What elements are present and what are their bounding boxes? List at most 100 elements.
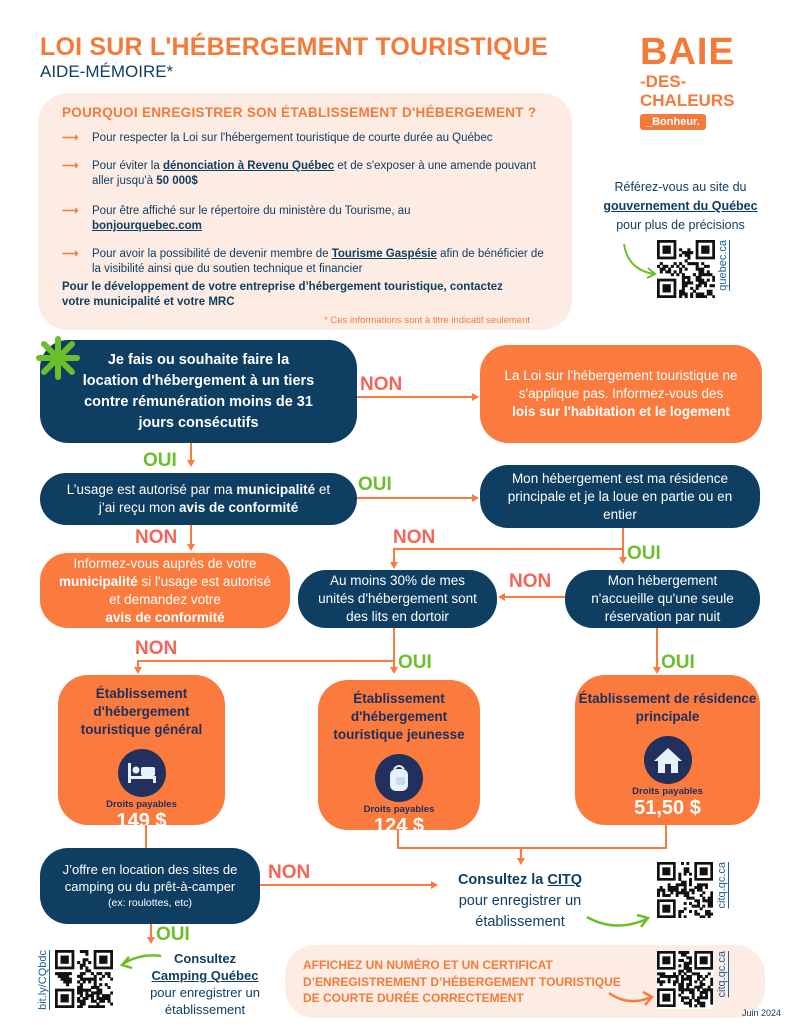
- camping-text: Consultez: [173, 951, 237, 966]
- no-label: NON: [393, 527, 436, 548]
- fee-amount: 124 $: [373, 815, 425, 837]
- why-item: ⟶ Pour éviter la dénonciation à Revenu Qu…: [62, 159, 552, 189]
- tourisme-gaspesie-link[interactable]: Tourisme Gaspésie: [331, 248, 437, 260]
- question-camping-box: J’offre en location des sites de camping…: [40, 848, 260, 924]
- info-text: si l'usage est autorisé et demandez votr…: [109, 573, 271, 607]
- page-subtitle: AIDE-MÉMOIRE*: [40, 62, 174, 81]
- bed-icon: [117, 749, 166, 797]
- qr-pattern: [657, 862, 714, 919]
- qr-code-camping[interactable]: [55, 950, 114, 1009]
- fee-label: Droits payables: [363, 804, 435, 815]
- why-item-text: et de s'exposer à une amende pouvant all…: [92, 160, 536, 187]
- qr-label[interactable]: bit.ly/CQbdc: [37, 950, 49, 1010]
- law-not-applicable-box: La Loi sur l'hébergement touristique ne …: [480, 345, 762, 443]
- yes-label: OUI: [143, 450, 177, 471]
- camping-block: Consultez Camping Québec pour enregistrer …: [140, 950, 270, 1018]
- why-item-text: afin de bénéficier de la visibilité ains…: [92, 248, 544, 275]
- arrow-icon: ⟶: [62, 160, 79, 172]
- housing-laws: lois sur l'habitation et le logement: [512, 404, 730, 419]
- why-item: ⟶ Pour être affiché sur le répertoire du …: [62, 204, 412, 234]
- curved-arrow-icon: [623, 243, 657, 279]
- why-item: ⟶ Pour respecter la Loi sur l'hébergement…: [62, 131, 492, 146]
- question-dormitory-box: Au moins 30% de mes unités d'hébergement…: [298, 570, 497, 628]
- why-register-panel: POURQUOI ENREGISTRER SON ÉTABLISSEMENT D…: [38, 93, 572, 330]
- logo-line: -DES-: [640, 72, 687, 91]
- curved-arrow-icon: [119, 954, 162, 970]
- date: Juin 2024: [742, 1008, 782, 1018]
- info-text: Informez-vous auprès de votre: [73, 555, 257, 571]
- display-text: AFFICHEZ UN NUMÉRO ET UN CERTIFICAT D’EN…: [303, 958, 621, 1005]
- qr-label[interactable]: citq.qc.ca: [716, 862, 728, 909]
- fee-amount: 149 $: [116, 810, 167, 832]
- qr-pattern: [657, 951, 714, 1008]
- why-item-text: Pour respecter la Loi sur l'hébergement …: [92, 132, 493, 144]
- gov-reference: Référez-vous au site du gouvernement du …: [578, 178, 783, 235]
- category-title: Établissement de résidence principale: [578, 691, 757, 724]
- q2-text: et j’ai reçu mon: [98, 482, 331, 515]
- yes-label: OUI: [661, 652, 695, 673]
- qr-label[interactable]: citq.qc.ca: [716, 951, 728, 998]
- na-text: La Loi sur l'hébergement touristique ne …: [504, 368, 738, 401]
- why-item: ⟶ Pour avoir la possibilité de devenir me…: [62, 247, 552, 277]
- page-title: LOI SUR L'HÉBERGEMENT TOURISTIQUE: [40, 33, 548, 61]
- question-one-reservation-box: Mon hébergement n'accueille qu'une seule…: [565, 570, 760, 628]
- question-municipal-box: L’usage est autorisé par ma municipalité…: [40, 473, 357, 525]
- no-label: NON: [135, 638, 178, 659]
- qr-label[interactable]: quebec.ca: [717, 240, 729, 291]
- star-icon: [36, 336, 80, 380]
- revenu-quebec-link[interactable]: dénonciation à Revenu Québec: [162, 160, 335, 172]
- q2-bold: municipalité: [236, 482, 316, 497]
- logo-line: BAIE: [640, 31, 735, 73]
- info-bold: municipalité: [59, 573, 138, 589]
- q6-text: J’offre en location des sites de camping…: [62, 861, 238, 894]
- disclaimer: * Ces informations sont à titre indicati…: [324, 315, 530, 326]
- gov-text: Référez-vous au site du: [614, 180, 747, 194]
- yes-label: OUI: [627, 543, 661, 564]
- curved-arrow-icon: [586, 913, 651, 928]
- q2-text: L’usage est autorisé par ma: [66, 482, 237, 497]
- citq-text: Consultez la: [457, 872, 548, 888]
- gov-text: pour plus de précisions: [616, 218, 745, 232]
- qr-code-citq[interactable]: [657, 862, 714, 919]
- no-label: NON: [135, 527, 178, 548]
- why-item-text: Pour avoir la possibilité de devenir mem…: [92, 248, 332, 260]
- q6-example: (ex: roulottes, etc): [107, 896, 193, 909]
- baie-des-chaleurs-logo: BAIE -DES- CHALEURS _Bonheur.: [640, 32, 760, 130]
- why-title: POURQUOI ENREGISTRER SON ÉTABLISSEMENT D…: [62, 105, 537, 120]
- arrow-icon: ⟶: [62, 205, 79, 217]
- camping-text: pour enregistrer un établissement: [150, 985, 260, 1017]
- yes-label: OUI: [398, 652, 432, 673]
- question-rental-box: Je fais ou souhaite faire la location d'…: [40, 340, 357, 443]
- curved-arrow-icon: [608, 990, 654, 1006]
- qr-pattern: [55, 950, 114, 1009]
- no-label: NON: [360, 374, 403, 395]
- yes-label: OUI: [358, 474, 392, 495]
- qr-code-quebec[interactable]: [657, 240, 716, 299]
- category-title: Établissement d'hébergement touristique …: [333, 691, 465, 742]
- gov-quebec-link[interactable]: gouvernement du Québec: [603, 199, 758, 213]
- bonjourquebec-link[interactable]: bonjourquebec.com: [92, 220, 202, 232]
- fee-label: Droits payables: [106, 799, 177, 810]
- qr-pattern: [657, 240, 716, 299]
- citq-text: pour enregistrer un établissement: [458, 893, 582, 930]
- inform-municipality-box: Informez-vous auprès de votre municipali…: [40, 553, 290, 628]
- backpack-icon: [375, 754, 423, 802]
- no-label: NON: [268, 862, 311, 883]
- fee-label: Droits payables: [632, 786, 703, 797]
- info-bold: avis de conformité: [105, 609, 225, 625]
- qr-code-citq-display[interactable]: [657, 951, 714, 1009]
- citq-link[interactable]: CITQ: [547, 872, 583, 888]
- yes-label: OUI: [156, 924, 190, 945]
- q2-bold: avis de conformité: [179, 500, 299, 515]
- category-principal-residence: Établissement de résidence principale Dr…: [575, 675, 760, 825]
- logo-tag: _Bonheur.: [640, 114, 706, 130]
- logo-line: CHALEURS: [640, 91, 735, 110]
- fine-amount: 50 000$: [156, 175, 198, 187]
- question-principal-residence-box: Mon hébergement est ma résidence princip…: [480, 465, 760, 528]
- arrow-icon: ⟶: [62, 132, 79, 144]
- camping-quebec-link[interactable]: Camping Québec: [151, 968, 259, 983]
- display-certificate-panel: AFFICHEZ UN NUMÉRO ET UN CERTIFICAT D’EN…: [285, 945, 765, 1018]
- fee-amount: 51,50 $: [634, 797, 701, 819]
- house-icon: [643, 736, 692, 784]
- category-youth: Établissement d'hébergement touristique …: [318, 680, 480, 837]
